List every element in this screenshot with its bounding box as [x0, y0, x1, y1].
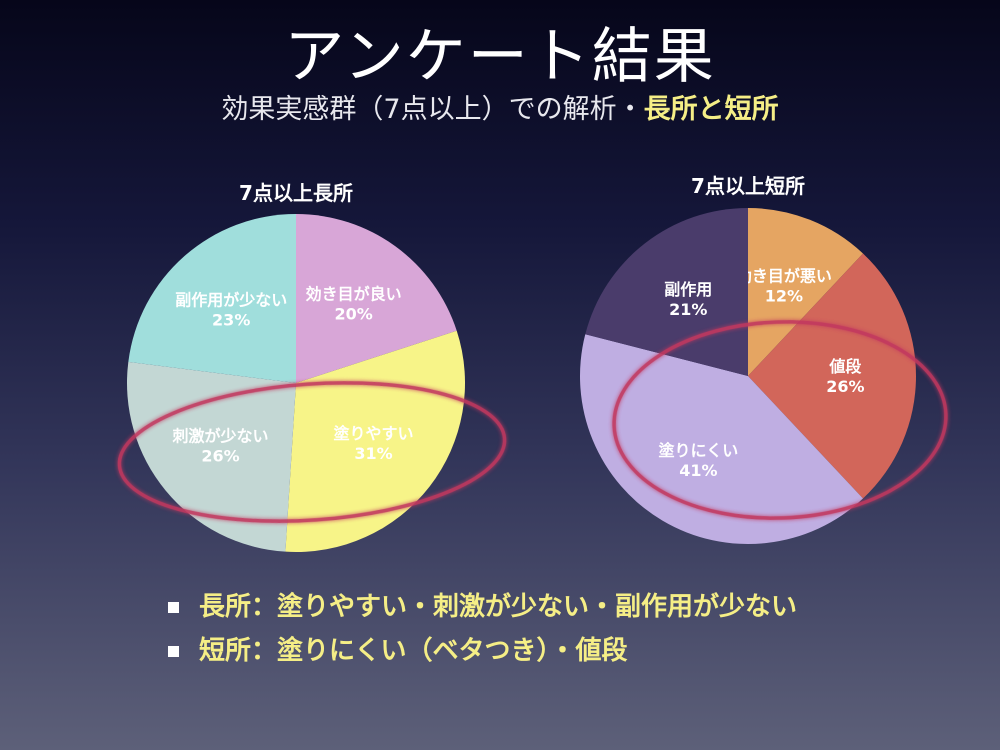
summary-bullets: 長所：塗りやすい・刺激が少ない・副作用が少ない 短所：塗りにくい（ベタつき）・値…	[168, 585, 968, 673]
pie-slice	[126, 361, 296, 552]
pie-slice	[285, 330, 466, 553]
pie-slice	[128, 214, 296, 383]
slice-label: 副作用	[664, 280, 712, 299]
slice-percent: 26%	[826, 377, 864, 396]
bullet-text: 短所：塗りにくい（ベタつき）・値段	[199, 636, 628, 666]
slice-label: 効き目が良い	[306, 285, 402, 304]
slice-percent: 31%	[354, 444, 392, 463]
slice-percent: 26%	[201, 447, 239, 466]
subtitle-text: 効果実感群（7点以上）での解析・	[221, 94, 644, 125]
slice-label: 塗りやすい	[333, 424, 413, 443]
slice-percent: 21%	[669, 300, 707, 319]
pie-charts: 効き目が良い20%塗りやすい31%刺激が少ない26%副作用が少ない23%7点以上…	[117, 174, 948, 553]
slice-label: 刺激が少ない	[171, 427, 268, 446]
bullet-square-icon	[168, 645, 179, 657]
chart-title: 7点以上長所	[239, 181, 353, 205]
slide-subtitle: 効果実感群（7点以上）での解析・長所と短所	[0, 93, 1000, 127]
bullet-weaknesses: 短所：塗りにくい（ベタつき）・値段	[168, 629, 968, 673]
slice-label: 効き目が悪い	[736, 266, 832, 285]
chart-title: 7点以上短所	[691, 174, 805, 198]
bullet-strengths: 長所：塗りやすい・刺激が少ない・副作用が少ない	[168, 585, 968, 629]
subtitle-highlight: 長所と短所	[643, 94, 779, 125]
pie-slice	[296, 214, 457, 383]
highlight-ellipse	[117, 381, 507, 523]
slice-label: 塗りにくい	[659, 441, 739, 460]
pie-slice	[748, 253, 916, 499]
slide-title: アンケート結果	[284, 22, 716, 92]
slice-percent: 20%	[334, 305, 372, 324]
bullet-square-icon	[168, 601, 179, 613]
slice-percent: 23%	[212, 311, 250, 330]
pie-slice	[748, 208, 863, 376]
slice-label: 副作用が少ない	[175, 291, 287, 310]
highlight-ellipse	[612, 320, 948, 520]
bullet-text: 長所：塗りやすい・刺激が少ない・副作用が少ない	[199, 592, 798, 622]
slice-percent: 12%	[765, 286, 803, 305]
slice-percent: 41%	[679, 461, 717, 480]
slice-label: 値段	[828, 357, 862, 376]
pie-slice	[580, 334, 863, 544]
